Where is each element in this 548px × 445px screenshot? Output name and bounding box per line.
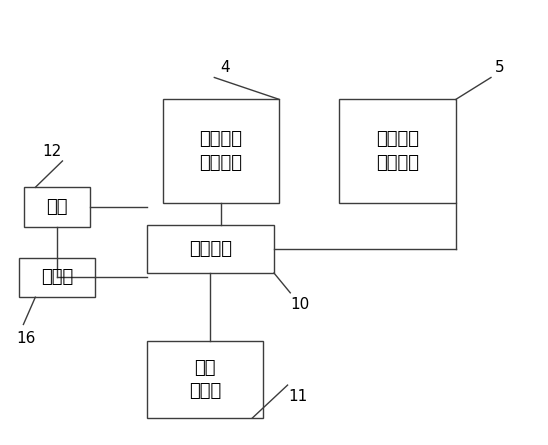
Text: 第二激光
测距装置: 第二激光 测距装置 [376,130,419,172]
Bar [25,187,89,227]
Text: 16: 16 [16,332,36,347]
Bar [146,225,274,273]
Text: 12: 12 [42,144,61,159]
Text: 声光
报警器: 声光 报警器 [189,359,221,400]
Text: 11: 11 [289,389,308,405]
Text: 5: 5 [495,60,505,75]
Bar [146,341,263,418]
Text: 电控装置: 电控装置 [189,240,232,258]
Text: 电源: 电源 [46,198,68,216]
Bar [339,99,456,203]
Text: 4: 4 [220,60,230,75]
Bar [163,99,279,203]
Text: 10: 10 [290,297,310,312]
Text: 存储器: 存储器 [41,268,73,287]
Bar [19,258,95,297]
Text: 第一激光
测距装置: 第一激光 测距装置 [199,130,243,172]
